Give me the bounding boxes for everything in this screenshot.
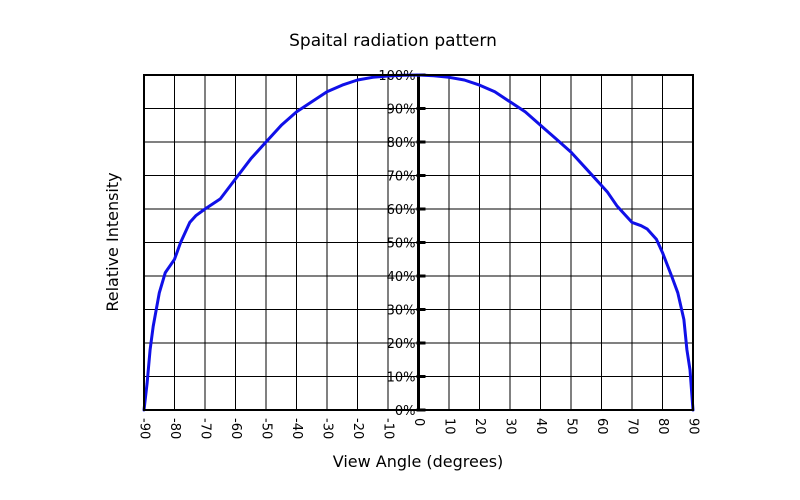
y-tick-label-20: 20% [387, 337, 416, 352]
x-tick-label--30: -30 [320, 418, 335, 439]
x-tick-label--10: -10 [381, 418, 396, 439]
y-tick-label-50: 50% [387, 237, 416, 252]
x-tick-label--80: -80 [167, 418, 182, 439]
x-tick-label-30: 30 [503, 418, 518, 435]
y-tick-label-40: 40% [387, 270, 416, 285]
x-axis-label: View Angle (degrees) [333, 452, 504, 471]
x-tick-label-90: 90 [686, 418, 701, 435]
x-tick-labels: -90 -80 -70 -60 -50 -40 -30 -20 -10 0 10 20 30 40 50 60… [137, 418, 701, 439]
y-tick-labels: 0%10%20%30%40%50%60%70%80%90%100% [378, 69, 426, 419]
x-tick-label--70: -70 [198, 418, 213, 439]
x-tick-label-80: 80 [655, 418, 670, 435]
x-tick-label-70: 70 [625, 418, 640, 435]
y-tick-label-90: 90% [387, 103, 416, 118]
y-tick-label-80: 80% [387, 136, 416, 151]
x-tick-label-20: 20 [472, 418, 487, 435]
x-tick-label--20: -20 [350, 418, 365, 439]
y-axis-label: Relative Intensity [103, 172, 122, 311]
x-tick-label-40: 40 [533, 418, 548, 435]
y-tick-label-30: 30% [387, 304, 416, 319]
y-tick-label-60: 60% [387, 203, 416, 218]
x-tick-label-60: 60 [594, 418, 609, 435]
x-tick-label--60: -60 [228, 418, 243, 439]
x-tick-label-0: 0 [411, 418, 426, 426]
x-tick-label--50: -50 [259, 418, 274, 439]
y-tick-label-0: 0% [395, 404, 416, 419]
x-tick-label--90: -90 [137, 418, 152, 439]
plot-frame [143, 74, 694, 411]
y-tick-label-70: 70% [387, 170, 416, 185]
x-tick-label-10: 10 [442, 418, 457, 435]
y-tick-label-10: 10% [387, 371, 416, 386]
x-tick-label-50: 50 [564, 418, 579, 435]
chart-title: Spaital radiation pattern [289, 31, 497, 51]
x-tick-label--40: -40 [289, 418, 304, 439]
